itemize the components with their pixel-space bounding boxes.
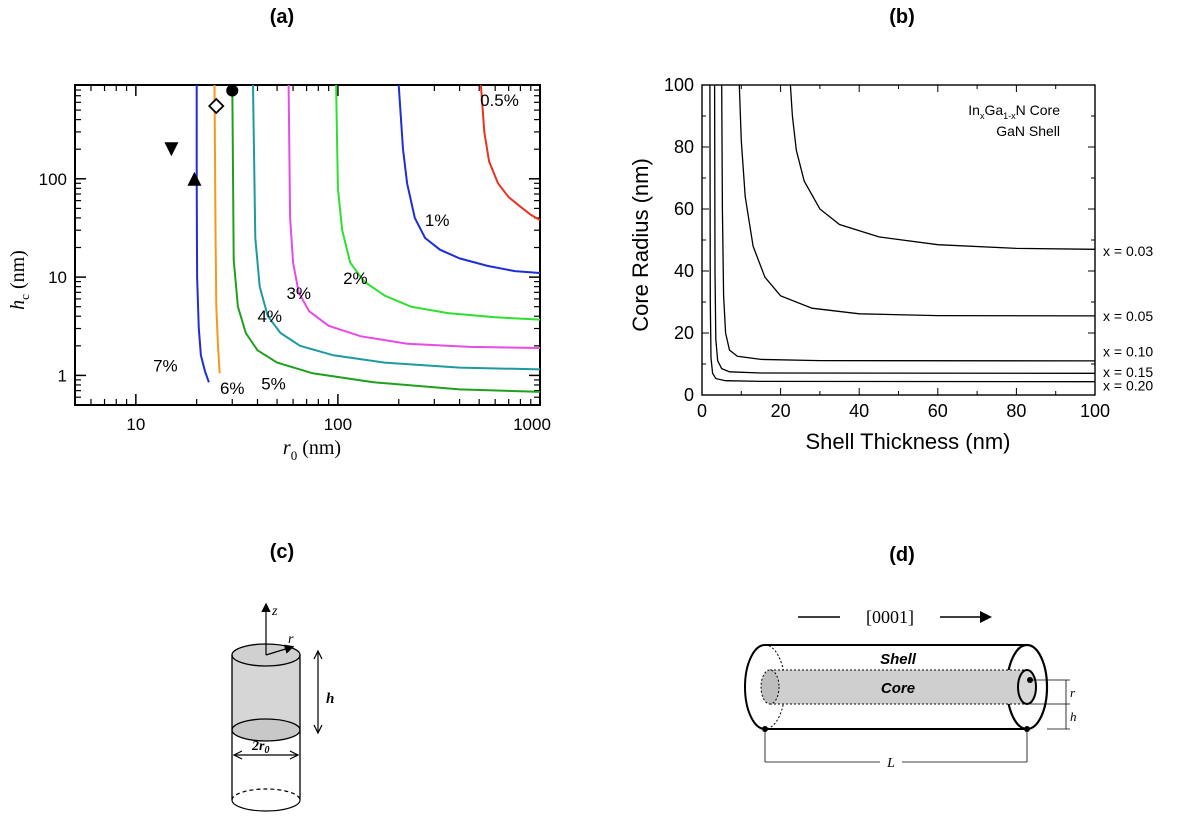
contour-line-5pct — [231, 84, 541, 393]
contour-line-6pct — [213, 84, 221, 374]
r-axis-label: r — [288, 632, 294, 647]
contour-line-2pct — [335, 84, 541, 321]
contour-label: 0.5% — [480, 91, 519, 110]
core-right-end — [1017, 669, 1037, 705]
series-label: x = 0.05 — [1103, 308, 1153, 324]
contour-label: 5% — [261, 374, 286, 393]
core-radius-curve — [713, 84, 1096, 374]
diameter-label: 2r0 — [251, 739, 269, 756]
shell-left-cap-hidden — [764, 644, 786, 730]
core-radius-curve — [738, 84, 1096, 317]
series-label: x = 0.15 — [1103, 364, 1153, 380]
y-tick-label: 40 — [674, 261, 694, 281]
core-shell-chart-b: 0 20 40 60 80 100 0 20 40 60 80 100 x = 0.03 x = 0.05… — [628, 75, 1153, 454]
y-tick-label: 0 — [684, 385, 694, 405]
core-region — [232, 655, 300, 730]
bottom-dashed-ellipse-back — [231, 788, 301, 801]
contour-line-1pct — [397, 84, 541, 274]
plot-frame-a — [74, 84, 541, 406]
panel-label-a: (a) — [269, 6, 295, 28]
core-radius-curve — [721, 84, 1096, 362]
core-radius-curve — [709, 84, 1096, 383]
y-tick-label: 80 — [674, 137, 694, 157]
r-axis-arrow — [265, 644, 295, 656]
bottom-dashed-ellipse — [231, 799, 301, 812]
x-tick-label: 0 — [697, 401, 707, 421]
annotation-shell: GaN Shell — [996, 123, 1060, 139]
contour-label: 7% — [153, 356, 178, 375]
shell-outline — [765, 644, 1027, 730]
y-tick-label: 100 — [664, 75, 694, 95]
series-label: x = 0.03 — [1103, 243, 1153, 259]
x-tick-label: 20 — [771, 401, 791, 421]
x-tick-label: 80 — [1006, 401, 1026, 421]
y-axis-label-b: Core Radius (nm) — [628, 158, 653, 332]
contour-line-3pct — [287, 84, 541, 349]
contour-chart-a: 10 100 1000 1 10 100 0.5% 1% 2% 3%4% 5% 6% 7% hc (nm… — [7, 84, 551, 463]
x-axis-label-b: Shell Thickness (nm) — [806, 429, 1011, 454]
marker-circle — [226, 84, 239, 97]
contour-line-4pct — [252, 84, 541, 371]
core-label: Core — [881, 680, 915, 697]
panel-label-c: (c) — [269, 541, 295, 563]
series-label: x = 0.20 — [1103, 378, 1153, 394]
h-dimension-label: h — [1070, 709, 1077, 724]
x-tick-label: 1000 — [513, 415, 551, 434]
x-tick-label: 100 — [324, 415, 352, 434]
marker-diamond — [207, 97, 225, 115]
direction-label: [0001] — [866, 607, 914, 627]
x-tick-label: 10 — [126, 415, 145, 434]
core-bottom-ellipse — [231, 718, 301, 742]
core-radius-curve — [789, 84, 1096, 250]
x-tick-label: 60 — [928, 401, 948, 421]
r-dimension-label: r — [1070, 685, 1076, 700]
shell-label: Shell — [880, 651, 917, 668]
contour-label: 6% — [220, 379, 245, 398]
shell-left-cap — [744, 644, 766, 730]
panel-label-d: (d) — [889, 544, 915, 566]
contour-line-7pct — [195, 85, 210, 383]
y-axis-label-a: hc (nm) — [7, 250, 32, 310]
contour-label: 4% — [257, 307, 282, 326]
L-dimension-label: L — [886, 756, 895, 771]
series-label: x = 0.10 — [1103, 344, 1153, 360]
y-tick-label: 20 — [674, 323, 694, 343]
contour-line-0p5pct — [479, 84, 541, 221]
cylinder-diagram-c: z r h 2r0 — [231, 602, 334, 812]
annotation-composition: InxGa1-xN Core — [968, 102, 1060, 121]
marker-triangle-down — [164, 142, 179, 157]
contour-label: 2% — [343, 269, 368, 288]
h-dimension-label: h — [326, 691, 334, 707]
panel-label-b: (b) — [889, 6, 915, 28]
contour-label: 3% — [286, 284, 311, 303]
core-left-end — [760, 669, 780, 705]
z-axis-label: z — [271, 604, 278, 619]
x-axis-label-a: r0 (nm) — [283, 437, 341, 463]
y-tick-label: 60 — [674, 199, 694, 219]
x-tick-label: 100 — [1080, 401, 1110, 421]
y-tick-label: 10 — [48, 268, 67, 287]
contour-label: 1% — [425, 211, 450, 230]
marker-triangle-up — [187, 171, 202, 186]
y-tick-label: 1 — [58, 366, 67, 385]
core-shell-nanowire-diagram-d: [0001] Shell Core r h L — [744, 607, 1077, 771]
x-tick-label: 40 — [849, 401, 869, 421]
y-tick-label: 100 — [39, 170, 67, 189]
core-region — [770, 670, 1027, 704]
